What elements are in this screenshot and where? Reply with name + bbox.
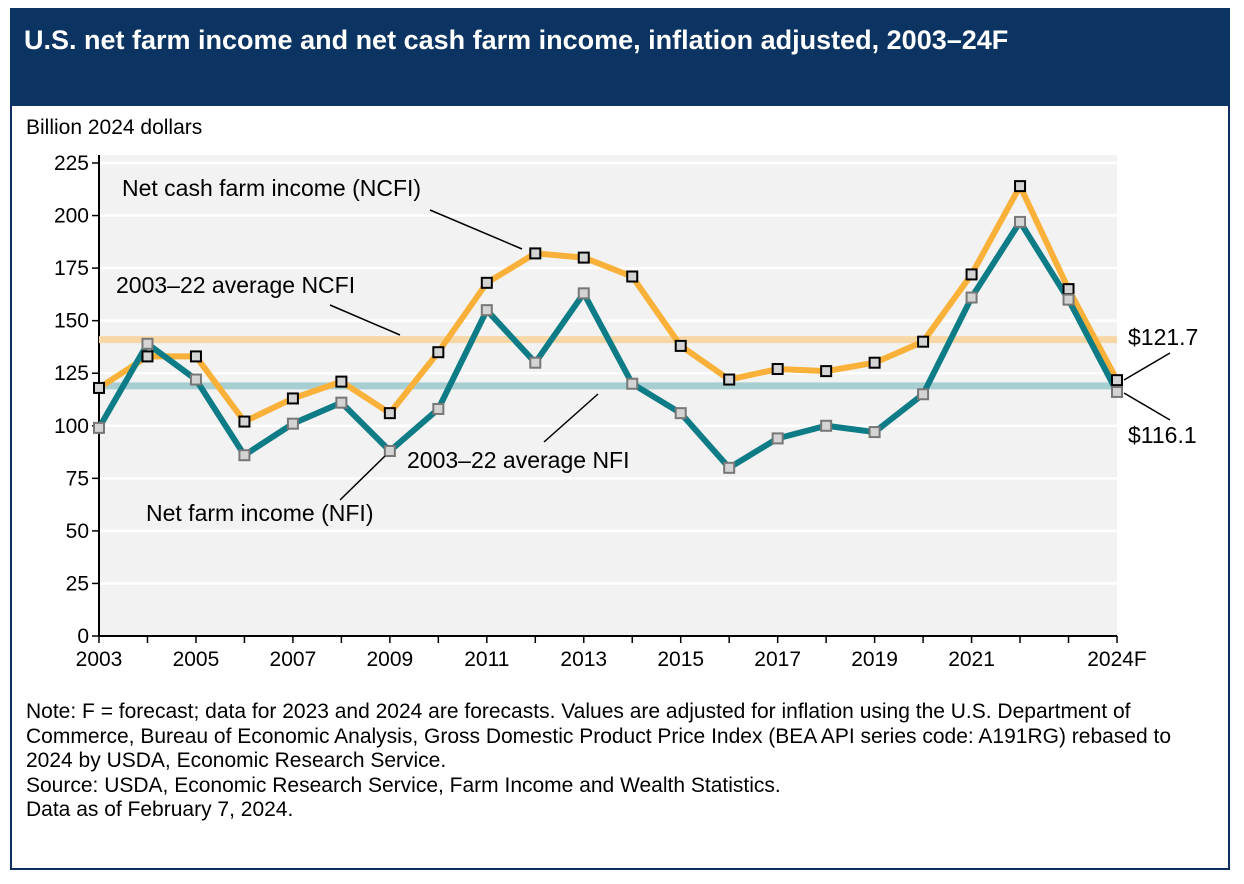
data-point: [335, 375, 348, 388]
data-point: [238, 415, 251, 428]
x-tick-label: 2011: [464, 648, 509, 671]
data-point: [820, 419, 833, 432]
data-point: [238, 449, 251, 462]
data-point: [917, 388, 930, 401]
chart-title: U.S. net farm income and net cash farm i…: [10, 8, 1230, 106]
data-point: [1014, 215, 1027, 228]
y-tick-label: 50: [66, 520, 89, 543]
reference-label-ncfi: 2003–22 average NCFI: [116, 272, 355, 298]
x-tick-label: 2013: [560, 648, 607, 671]
x-tick-label: 2021: [948, 648, 995, 671]
annotation-ncfi-2024: $121.7: [1128, 324, 1198, 350]
data-point: [432, 346, 445, 359]
data-point: [286, 392, 299, 405]
y-tick-label: 75: [66, 467, 89, 490]
data-point: [820, 365, 833, 378]
data-point: [674, 339, 687, 352]
data-point: [1062, 283, 1075, 296]
leader-line: [429, 209, 523, 250]
x-tick-label: 2017: [754, 648, 801, 671]
data-point: [383, 407, 396, 420]
y-tick-label: 0: [77, 625, 89, 648]
y-tick-label: 175: [54, 257, 89, 280]
data-point: [93, 421, 105, 434]
data-point: [1014, 180, 1027, 193]
x-tick-label: 2009: [366, 648, 413, 671]
data-point: [529, 356, 542, 369]
data-point: [189, 373, 202, 386]
data-point: [189, 350, 202, 363]
data-date-text: Data as of February 7, 2024.: [26, 798, 294, 821]
data-point: [577, 251, 590, 264]
data-point: [723, 373, 736, 386]
y-tick-label: 125: [54, 362, 89, 385]
data-point: [868, 426, 881, 439]
y-tick-label: 150: [54, 310, 89, 333]
data-point: [529, 247, 542, 260]
source-text: Source: USDA, Economic Research Service,…: [26, 773, 781, 797]
data-point: [1111, 374, 1123, 387]
x-tick-label: 2003: [76, 648, 123, 671]
leader-line: [339, 455, 386, 501]
data-point: [335, 396, 348, 409]
data-point: [965, 268, 978, 281]
chart-notes: Note: F = forecast; data for 2023 and 20…: [26, 700, 1216, 823]
data-point: [141, 337, 154, 350]
x-tick-label: 2007: [270, 648, 317, 671]
data-point: [93, 381, 105, 394]
annotation-nfi-2024: $116.1: [1128, 422, 1197, 448]
data-point: [723, 461, 736, 474]
data-point: [432, 402, 445, 415]
reference-label-nfi: 2003–22 average NFI: [407, 447, 630, 473]
leader-line: [1123, 392, 1171, 421]
data-point: [286, 417, 299, 430]
data-point: [626, 270, 639, 283]
series-label-nfi: Net farm income (NFI): [146, 500, 373, 526]
data-point: [1062, 293, 1075, 306]
note-text: Note: F = forecast; data for 2023 and 20…: [26, 700, 1172, 772]
y-tick-label: 25: [66, 572, 89, 595]
y-tick-label: 225: [54, 152, 89, 175]
data-point: [965, 291, 978, 304]
data-point: [917, 335, 930, 348]
plot-background: [99, 155, 1117, 636]
data-point: [480, 304, 493, 317]
x-tick-label: 2005: [173, 648, 220, 671]
data-point: [868, 356, 881, 369]
data-point: [771, 363, 784, 376]
series-line: [96, 218, 1120, 471]
data-point: [480, 276, 493, 289]
x-tick-label: 2015: [657, 648, 704, 671]
y-tick-label: 100: [54, 415, 89, 438]
x-tick-label: 2019: [851, 648, 898, 671]
data-point: [771, 432, 784, 445]
data-point: [141, 350, 154, 363]
series-line: [97, 183, 1120, 425]
leader-line: [329, 304, 401, 336]
leader-line: [543, 393, 599, 443]
data-point: [674, 407, 687, 420]
data-point: [1111, 385, 1123, 398]
y-axis-label: Billion 2024 dollars: [26, 116, 203, 139]
series-label-ncfi: Net cash farm income (NCFI): [122, 175, 421, 201]
data-point: [626, 377, 639, 390]
leader-line: [1123, 352, 1171, 381]
data-point: [577, 287, 590, 300]
data-point: [383, 445, 396, 458]
y-tick-label: 200: [54, 205, 89, 228]
x-tick-label: 2024F: [1087, 648, 1147, 671]
